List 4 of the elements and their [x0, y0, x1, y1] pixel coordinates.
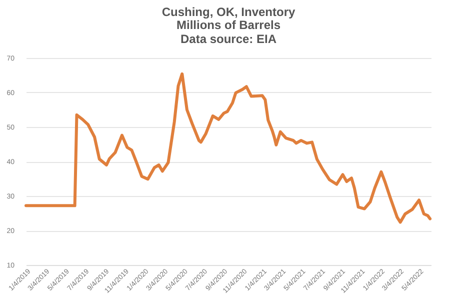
chart-subtitle: Millions of Barrels [176, 18, 281, 32]
chart-title: Cushing, OK, Inventory [162, 5, 296, 19]
line-series [24, 72, 432, 224]
source-note: Data source: EIA [180, 32, 277, 46]
